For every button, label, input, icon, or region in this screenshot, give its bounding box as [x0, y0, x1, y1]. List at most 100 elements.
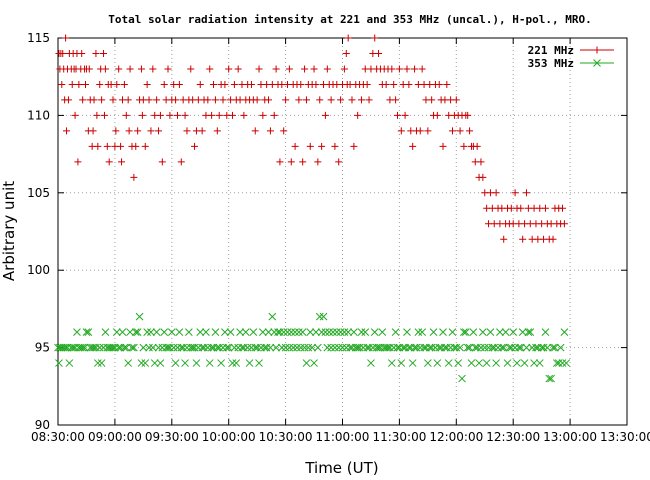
data-point-221-mhz [456, 127, 464, 135]
data-point-353-mhz [240, 343, 248, 352]
data-point-221-mhz [198, 127, 206, 135]
data-point-221-mhz [96, 80, 104, 88]
data-point-353-mhz [530, 359, 538, 367]
data-point-353-mhz [55, 359, 63, 367]
data-point-221-mhz [403, 65, 411, 73]
data-point-221-mhz [210, 80, 218, 88]
data-point-221-mhz [371, 34, 379, 42]
data-point-221-mhz [392, 96, 400, 104]
series-353-mhz [54, 312, 571, 383]
data-point-353-mhz [374, 343, 383, 352]
data-point-353-mhz [336, 328, 345, 336]
data-point-353-mhz [63, 343, 72, 352]
data-point-353-mhz [181, 359, 189, 367]
data-point-221-mhz [166, 111, 174, 119]
data-point-353-mhz [478, 328, 487, 336]
data-point-353-mhz [183, 343, 191, 352]
data-point-221-mhz [363, 80, 371, 88]
data-point-353-mhz [173, 343, 182, 352]
data-point-353-mhz [272, 343, 280, 352]
data-point-353-mhz [399, 343, 408, 352]
data-point-353-mhz [446, 343, 455, 352]
data-point-353-mhz [241, 328, 250, 336]
data-point-353-mhz [54, 343, 62, 352]
data-point-353-mhz [308, 343, 317, 352]
data-point-221-mhz [98, 96, 106, 104]
y-tick-label: 100 [27, 263, 50, 277]
data-point-221-mhz [435, 80, 443, 88]
data-point-221-mhz [92, 49, 100, 57]
data-point-353-mhz [253, 343, 262, 352]
data-point-221-mhz [240, 111, 248, 119]
data-point-221-mhz [156, 111, 164, 119]
data-point-221-mhz [433, 111, 441, 119]
data-point-353-mhz [543, 343, 552, 352]
data-point-353-mhz [75, 343, 83, 352]
data-point-221-mhz [337, 96, 345, 104]
data-point-353-mhz [78, 343, 87, 352]
data-point-353-mhz [300, 343, 309, 352]
data-point-353-mhz [416, 343, 425, 352]
data-point-221-mhz [287, 158, 295, 166]
data-point-221-mhz [78, 49, 86, 57]
data-point-353-mhz [435, 343, 444, 352]
data-point-221-mhz [375, 49, 383, 57]
data-point-221-mhz [390, 80, 398, 88]
data-point-221-mhz [160, 80, 168, 88]
data-point-353-mhz [534, 343, 542, 352]
data-point-221-mhz [187, 65, 195, 73]
data-point-353-mhz [186, 343, 195, 352]
data-point-353-mhz [423, 359, 432, 367]
data-point-221-mhz [327, 96, 335, 104]
data-point-353-mhz [368, 343, 377, 352]
data-point-353-mhz [384, 343, 392, 352]
data-point-353-mhz [80, 343, 89, 352]
data-point-221-mhz [120, 80, 128, 88]
data-point-221-mhz [299, 158, 307, 166]
data-point-221-mhz [115, 65, 123, 73]
data-point-353-mhz [215, 343, 224, 352]
legend-marker-221-mhz [593, 46, 601, 54]
data-point-221-mhz [272, 65, 280, 73]
data-point-221-mhz [93, 111, 101, 119]
data-point-221-mhz [138, 111, 146, 119]
data-point-353-mhz [484, 343, 493, 352]
data-point-353-mhz [414, 328, 423, 336]
data-point-221-mhz [213, 127, 221, 135]
data-point-353-mhz [247, 343, 256, 352]
data-point-353-mhz [291, 328, 299, 336]
data-point-353-mhz [425, 343, 434, 352]
data-point-353-mhz [505, 343, 514, 352]
data-point-353-mhz [331, 343, 339, 352]
data-point-221-mhz [228, 111, 236, 119]
data-point-353-mhz [460, 328, 468, 336]
data-point-353-mhz [67, 343, 76, 352]
data-point-221-mhz [113, 80, 121, 88]
data-point-353-mhz [518, 328, 527, 336]
data-point-353-mhz [467, 359, 476, 367]
data-point-221-mhz [318, 142, 326, 150]
data-point-353-mhz [562, 359, 571, 367]
data-point-353-mhz [408, 359, 417, 367]
data-point-353-mhz [310, 359, 318, 367]
data-point-221-mhz [85, 65, 93, 73]
data-point-353-mhz [270, 328, 279, 336]
data-point-221-mhz [141, 142, 149, 150]
data-point-353-mhz [232, 359, 241, 367]
data-point-353-mhz [61, 343, 70, 352]
data-point-221-mhz [221, 80, 229, 88]
data-point-353-mhz [458, 374, 466, 383]
data-point-353-mhz [202, 328, 210, 336]
series-layer [54, 34, 571, 383]
x-axis-label: Time (UT) [304, 459, 378, 477]
data-point-353-mhz [57, 343, 66, 352]
data-point-353-mhz [82, 328, 91, 336]
data-point-353-mhz [313, 343, 322, 352]
data-point-221-mhz [181, 111, 189, 119]
data-point-353-mhz [448, 328, 457, 336]
data-point-353-mhz [528, 343, 537, 352]
data-point-353-mhz [444, 359, 453, 367]
data-point-353-mhz [251, 343, 260, 352]
data-point-353-mhz [461, 328, 470, 336]
